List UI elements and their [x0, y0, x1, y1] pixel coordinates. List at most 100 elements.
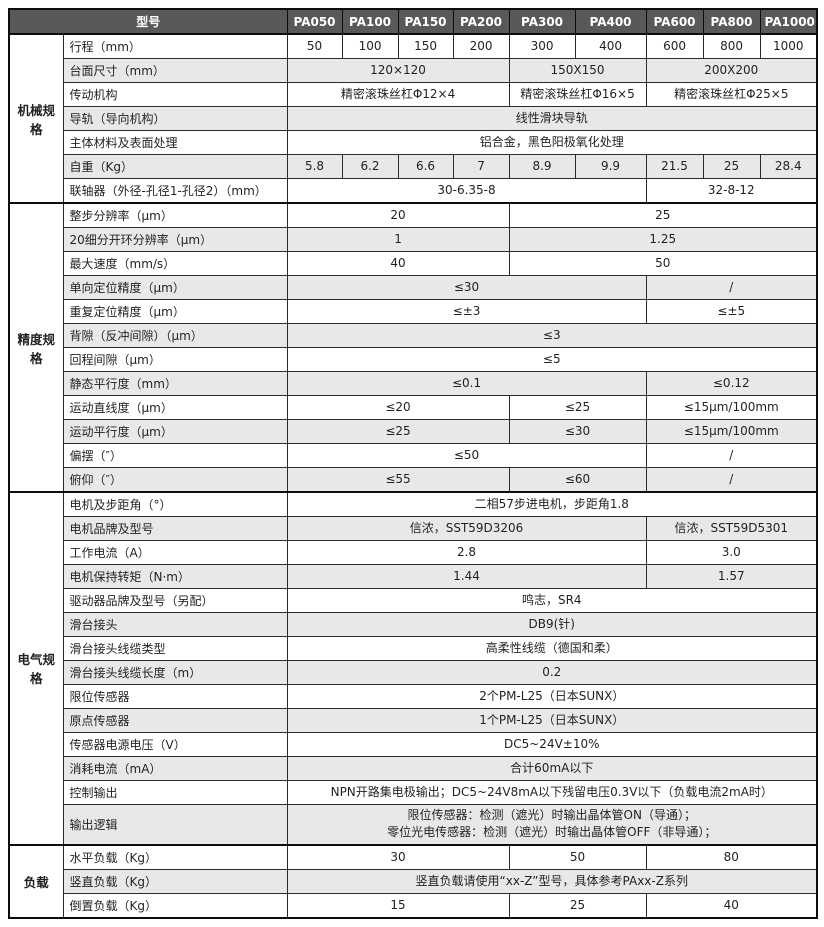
- spec-value: 40: [645, 892, 818, 919]
- spec-row: 电机保持转矩（N·m） 1.44 1.57: [9, 564, 818, 589]
- spec-row: 联轴器（外径-孔径1-孔径2）（mm） 30-6.35-8 32-8-12: [9, 178, 818, 204]
- spec-value: ≤3: [286, 323, 818, 348]
- spec-row: 单向定位精度（μm） ≤30/: [9, 275, 818, 300]
- spec-value: 32-8-12: [645, 178, 818, 204]
- spec-value: 鸣志，SR4: [286, 588, 818, 613]
- spec-value: 1.44: [286, 564, 647, 589]
- spec-value: 28.4: [759, 154, 818, 179]
- spec-row: 电气规格 电机及步距角（°） 二相57步进电机，步距角1.8: [8, 491, 818, 846]
- spec-row: 静态平行度（mm） ≤0.1 ≤0.12: [9, 371, 818, 396]
- spec-value: 铝合金，黑色阳极氧化处理: [286, 130, 818, 155]
- row-label: 滑台接头线缆类型: [62, 636, 288, 661]
- spec-row: 运动直线度（μm） ≤20 ≤25 ≤15μm/100mm: [9, 395, 818, 420]
- spec-row: 原点传感器 1个PM-L25（日本SUNX）: [9, 708, 818, 733]
- row-label: 水平负载（Kg）: [62, 843, 288, 870]
- row-label: 静态平行度（mm）: [62, 371, 288, 396]
- spec-value: 100: [341, 33, 399, 59]
- spec-row: 导轨（导向机构） 线性滑块导轨: [9, 106, 818, 131]
- spec-value: 0.2: [286, 660, 818, 685]
- model-header-pa800: PA800: [702, 8, 761, 35]
- spec-value: ≤25: [508, 395, 647, 420]
- spec-value: 80: [645, 843, 818, 870]
- spec-value: ≤25: [286, 419, 510, 444]
- row-label: 滑台接头线缆长度（m）: [62, 660, 288, 685]
- spec-value: /: [645, 467, 818, 493]
- row-label: 20细分开环分辨率（μm）: [62, 227, 288, 252]
- spec-table: 型号 PA050 PA100 PA150 PA200 PA300 PA400 P…: [8, 8, 819, 919]
- row-label: 单向定位精度（μm）: [62, 275, 288, 300]
- spec-value: /: [645, 275, 818, 300]
- model-header-pa1000: PA1000: [759, 8, 818, 35]
- row-label: 台面尺寸（mm）: [62, 58, 288, 83]
- row-label: 联轴器（外径-孔径1-孔径2）（mm）: [62, 178, 288, 204]
- row-label: 电机及步距角（°）: [62, 491, 288, 517]
- spec-value: 1.57: [645, 564, 818, 589]
- spec-value: 6.2: [341, 154, 399, 179]
- spec-value: 20: [286, 202, 510, 228]
- row-label: 运动直线度（μm）: [62, 395, 288, 420]
- category-label: 负载: [8, 843, 64, 919]
- spec-row: 偏摆（″） ≤50/: [9, 443, 818, 468]
- spec-value: 50: [508, 251, 818, 276]
- spec-value: 15: [286, 892, 510, 919]
- spec-value: /: [645, 443, 818, 468]
- spec-value: DC5~24V±10%: [286, 732, 818, 757]
- row-label: 原点传感器: [62, 708, 288, 733]
- spec-row: 20细分开环分辨率（μm） 1 1.25: [9, 227, 818, 252]
- row-label: 回程间隙（μm）: [62, 347, 288, 372]
- spec-value: 信浓，SST59D3206: [286, 516, 647, 541]
- spec-value: 6.6: [397, 154, 454, 179]
- spec-row: 传感器电源电压（V） DC5~24V±10%: [9, 732, 818, 757]
- spec-row: 最大速度（mm/s） 40 50: [9, 251, 818, 276]
- spec-value: 30: [286, 843, 510, 870]
- spec-row: 精度规格 整步分辨率（μm） 20 25: [8, 202, 818, 493]
- spec-value: 300: [508, 33, 576, 59]
- row-label: 限位传感器: [62, 684, 288, 709]
- spec-value: 400: [574, 33, 647, 59]
- spec-value: ≤0.1: [286, 371, 647, 396]
- spec-value: 25: [702, 154, 761, 179]
- spec-value: ≤15μm/100mm: [645, 395, 818, 420]
- spec-value: 精密滚珠丝杠Φ12×4: [286, 82, 510, 107]
- row-label: 输出逻辑: [62, 803, 288, 846]
- spec-value: 二相57步进电机，步距角1.8: [286, 491, 818, 517]
- spec-row: 传动机构 精密滚珠丝杠Φ12×4 精密滚珠丝杠Φ16×5 精密滚珠丝杠Φ25×5: [9, 82, 818, 107]
- spec-value: 3.0: [645, 540, 818, 565]
- category-label: 精度规格: [8, 202, 64, 493]
- model-header-pa300: PA300: [508, 8, 576, 35]
- spec-value: 2个PM-L25（日本SUNX）: [286, 684, 818, 709]
- spec-value: ≤±3: [286, 299, 647, 324]
- row-label: 整步分辨率（μm）: [62, 202, 288, 228]
- spec-value: 精密滚珠丝杠Φ25×5: [645, 82, 818, 107]
- row-label: 导轨（导向机构）: [62, 106, 288, 131]
- row-label: 传动机构: [62, 82, 288, 107]
- spec-value: 150X150: [508, 58, 647, 83]
- spec-value: ≤60: [508, 467, 647, 493]
- spec-value: 150: [397, 33, 454, 59]
- spec-table-body: 机械规格 行程（mm） 50 100 150 200 300 400 600 800 1000 台面尺…: [8, 33, 818, 919]
- row-label: 工作电流（A）: [62, 540, 288, 565]
- spec-row: 机械规格 行程（mm） 50 100 150 200 300 400 600 800 1000: [8, 33, 818, 204]
- spec-value: 高柔性线缆（德国和柔）: [286, 636, 818, 661]
- row-label: 自重（Kg）: [62, 154, 288, 179]
- spec-value: ≤55: [286, 467, 510, 493]
- model-header-label: 型号: [8, 8, 288, 35]
- row-label: 最大速度（mm/s）: [62, 251, 288, 276]
- spec-row: 背隙（反冲间隙）（μm） ≤3: [9, 323, 818, 348]
- model-header-pa100: PA100: [341, 8, 399, 35]
- spec-value: 800: [702, 33, 761, 59]
- category-label: 机械规格: [8, 33, 64, 204]
- spec-value: DB9(针): [286, 612, 818, 637]
- spec-value: 线性滑块导轨: [286, 106, 818, 131]
- spec-value: ≤50: [286, 443, 647, 468]
- spec-row: 消耗电流（mA） 合计60mA以下: [9, 756, 818, 781]
- spec-value: 50: [508, 843, 647, 870]
- spec-value: ≤±5: [645, 299, 818, 324]
- row-label: 传感器电源电压（V）: [62, 732, 288, 757]
- row-label: 偏摆（″）: [62, 443, 288, 468]
- spec-value: 8.9: [508, 154, 576, 179]
- model-header-pa050: PA050: [286, 8, 343, 35]
- spec-row: 重复定位精度（μm） ≤±3 ≤±5: [9, 299, 818, 324]
- spec-row: 限位传感器 2个PM-L25（日本SUNX）: [9, 684, 818, 709]
